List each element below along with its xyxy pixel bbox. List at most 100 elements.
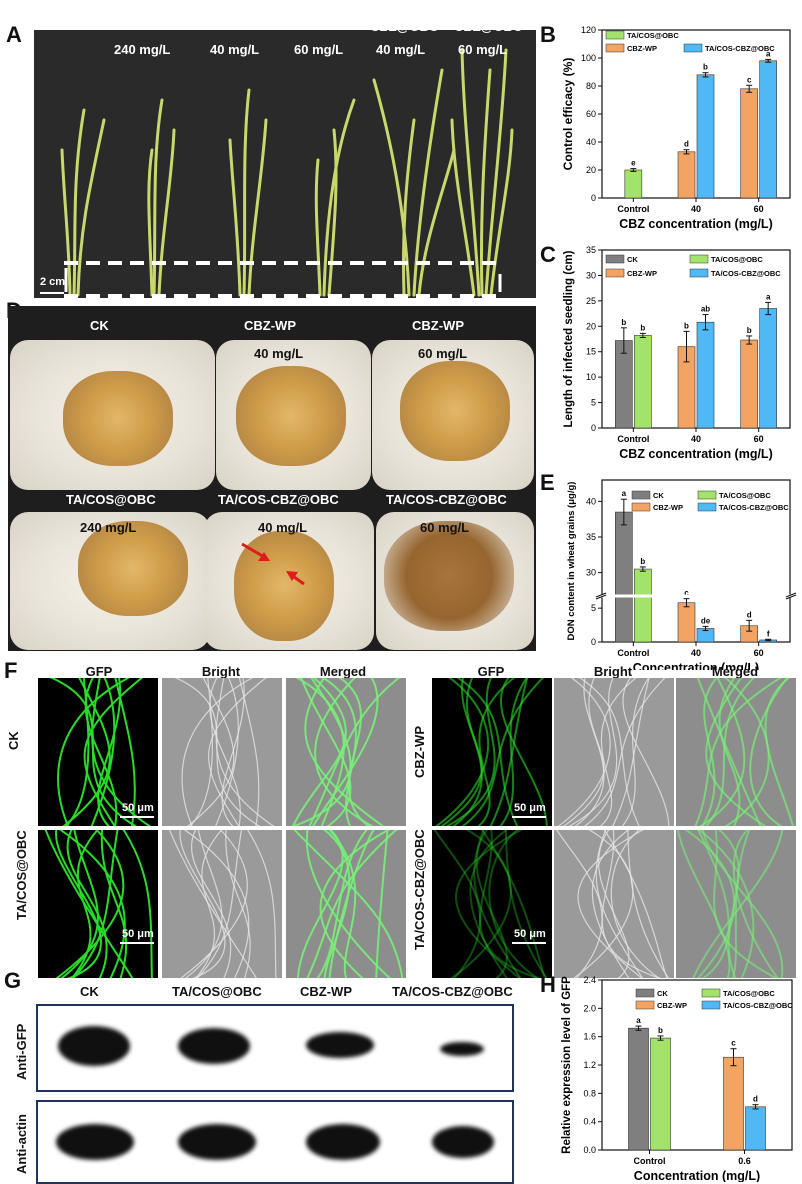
panel-f-scalebar-cbz — [512, 816, 546, 818]
y-tick-label: 100 — [581, 53, 596, 63]
y-tick-label: 1.2 — [583, 1060, 596, 1070]
legend-label: CBZ-WP — [657, 1001, 687, 1010]
y-tick-label: 20 — [586, 165, 596, 175]
micrograph-bright — [162, 678, 282, 826]
panel-f-header-bright-left: Bright — [201, 664, 241, 679]
band-actin-tacos — [178, 1124, 256, 1160]
panel-d-bottom-0-conc: 240 mg/L — [80, 520, 137, 535]
band-gfp-ck — [58, 1026, 130, 1066]
blot-anti-actin — [36, 1100, 514, 1184]
legend-swatch — [605, 268, 625, 278]
panel-d-bottom-1: TA/COS-CBZ@OBC — [218, 492, 339, 507]
panel-g-lane-2: CBZ-WP — [300, 984, 352, 999]
panel-f-row-ck: CK — [6, 731, 21, 750]
panel-d-arrows — [241, 542, 305, 586]
y-tick-label: 0.8 — [583, 1088, 596, 1098]
y-axis-label: Relative expression level of GFP — [561, 976, 573, 1154]
y-tick-label: 2.4 — [583, 975, 596, 985]
legend-swatch — [605, 254, 625, 264]
y-tick-label: 15 — [586, 347, 596, 357]
legend-swatch — [697, 490, 717, 500]
panel-g-row-actin: Anti-actin — [14, 1114, 29, 1174]
bar — [740, 339, 758, 429]
y-tick-label: 35 — [586, 245, 596, 255]
axis-break-mark — [595, 594, 607, 600]
panel-f-scale-cbz: 50 μm — [514, 802, 546, 814]
x-tick-label: 60 — [754, 204, 764, 214]
significance-letter: a — [766, 292, 771, 301]
red-arrow-icon — [286, 571, 298, 581]
panel-f-row-tacos: TA/COS@OBC — [14, 830, 29, 920]
y-tick-label: 0.4 — [583, 1117, 596, 1127]
legend-swatch — [605, 43, 625, 53]
micrograph-merged — [286, 678, 406, 826]
panel-label-h: H — [540, 972, 556, 997]
legend-swatch — [605, 30, 625, 40]
micrograph-gfp — [432, 678, 552, 826]
legend-swatch — [701, 1000, 721, 1010]
legend-swatch — [689, 254, 709, 264]
x-axis-label: CBZ concentration (mg/L) — [619, 217, 772, 231]
legend-label: TA/COS@OBC — [627, 31, 679, 40]
y-tick-label: 120 — [581, 25, 596, 35]
y-tick-label: 30 — [586, 270, 596, 280]
panel-f-scalebar-tacos — [120, 942, 154, 944]
panel-g-lane-0: CK — [80, 984, 99, 999]
legend-swatch — [631, 490, 651, 500]
axis-break-mark — [785, 592, 797, 598]
legend-label: CBZ-WP — [627, 44, 657, 53]
legend-swatch — [697, 502, 717, 512]
y-tick-label: 80 — [586, 81, 596, 91]
panel-label-f: F — [4, 658, 18, 683]
panel-label-g: G — [4, 968, 22, 993]
legend-label: TA/COS-CBZ@OBC — [711, 269, 781, 278]
significance-letter: d — [747, 610, 752, 619]
panel-d-top-1-conc: 40 mg/L — [254, 346, 304, 361]
x-tick-label: 40 — [691, 204, 701, 214]
x-tick-label: Control — [617, 648, 649, 658]
x-tick-label: 60 — [754, 648, 764, 658]
panel-f-header-bright-right: Bright — [593, 664, 633, 679]
significance-letter: b — [684, 321, 689, 330]
micrograph-gfp — [432, 830, 552, 978]
band-gfp-tacos — [178, 1028, 250, 1064]
micrograph-bright — [554, 678, 674, 826]
panel-f-header-merged-left: Merged — [319, 664, 367, 679]
blot-anti-gfp — [36, 1004, 514, 1092]
y-tick-label: 2.0 — [583, 1003, 596, 1013]
panel-f-row-tacoscbz: TA/COS-CBZ@OBC — [412, 829, 427, 950]
legend-swatch — [635, 1000, 655, 1010]
y-tick-label: 40 — [586, 137, 596, 147]
panel-d-bottom-2: TA/COS-CBZ@OBC — [386, 492, 507, 507]
band-actin-ck — [56, 1124, 134, 1160]
panel-a-scale-label: 2 cm — [40, 276, 66, 288]
significance-letter: b — [658, 1026, 663, 1035]
significance-letter: f — [767, 629, 770, 638]
panel-label-a: A — [6, 22, 22, 47]
legend-label: CK — [657, 989, 668, 998]
panel-a-conc-4: 40 mg/L — [376, 42, 426, 57]
y-tick-label: 25 — [586, 296, 596, 306]
panel-a-treatment-4: TA/COS- CBZ@OBC — [370, 4, 439, 34]
band-gfp-cbzwp — [306, 1032, 374, 1058]
panel-a-treatment-0: CK — [54, 8, 73, 23]
panel-a-conc-1: 240 mg/L — [114, 42, 171, 57]
panel-a-conc-2: 40 mg/L — [210, 42, 260, 57]
significance-letter: ab — [701, 305, 710, 314]
red-arrow-icon — [258, 552, 270, 561]
micrograph-bright — [554, 830, 674, 978]
y-tick-label: 0 — [591, 637, 596, 647]
legend-swatch — [689, 268, 709, 278]
seedlings-illustration — [60, 48, 514, 298]
micrograph-merged — [676, 830, 796, 978]
x-tick-label: 60 — [754, 434, 764, 444]
bar — [677, 151, 696, 199]
panel-a-treatment-2: CBZ-WP — [212, 8, 264, 23]
y-tick-label: 30 — [586, 568, 596, 578]
bar — [759, 60, 777, 199]
significance-letter: b — [640, 323, 645, 332]
panel-g-lane-1: TA/COS@OBC — [172, 984, 262, 999]
bar — [650, 1037, 671, 1151]
panel-a-treatment-1: TA/COS@OBC — [104, 8, 194, 23]
legend-swatch — [683, 43, 703, 53]
